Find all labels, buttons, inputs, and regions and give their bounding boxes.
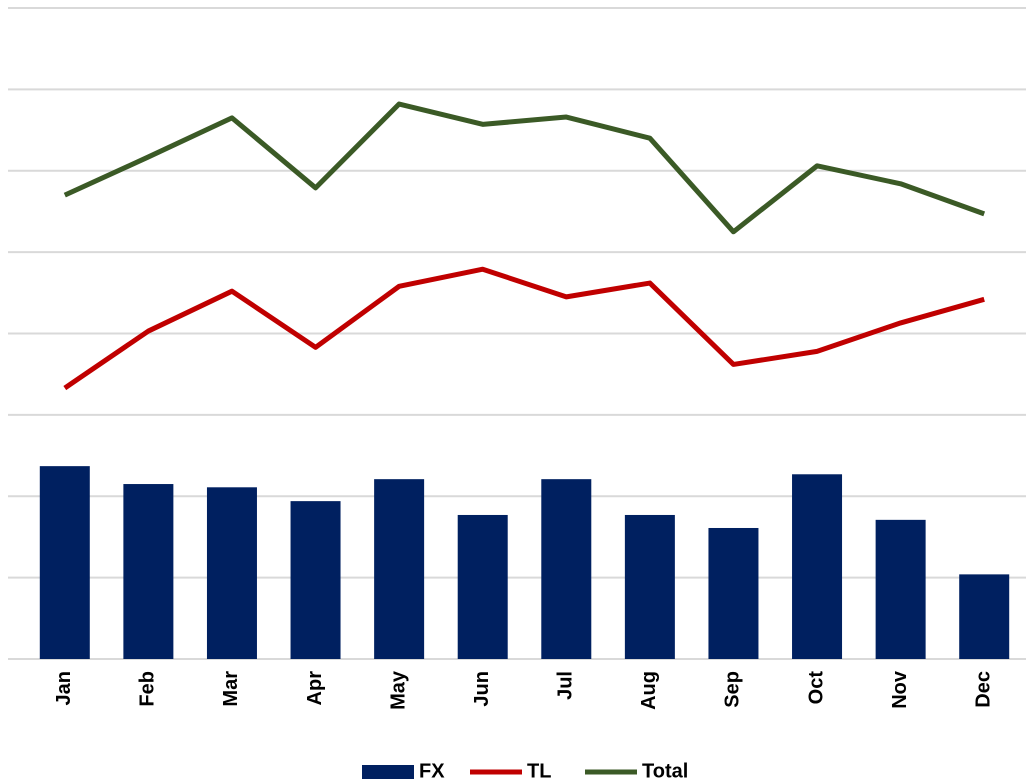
- bar: [792, 474, 843, 659]
- x-tick-label: May: [387, 670, 409, 710]
- bar: [374, 479, 425, 659]
- x-tick-label: Jun: [471, 671, 493, 707]
- legend-label: TL: [527, 760, 551, 782]
- bar: [708, 527, 759, 659]
- x-tick-label: Aug: [638, 671, 660, 710]
- legend-label: Total: [642, 760, 688, 782]
- x-tick-label: Sep: [722, 671, 744, 708]
- line: [63, 101, 986, 235]
- x-tick-label: Oct: [805, 671, 827, 705]
- bar: [290, 501, 341, 659]
- legend-swatch: [362, 765, 414, 779]
- line: [63, 266, 985, 391]
- bar: [624, 514, 675, 659]
- x-tick-label: Apr: [304, 671, 326, 706]
- bar: [541, 479, 592, 659]
- legend-label: FX: [419, 760, 445, 782]
- bar: [39, 466, 90, 659]
- x-tick-label: Mar: [220, 671, 242, 707]
- bar: [959, 574, 1010, 659]
- x-tick-label: Dec: [972, 671, 994, 708]
- x-tick-label: Feb: [137, 671, 159, 707]
- x-tick-label: Nov: [889, 670, 911, 709]
- x-tick-label: Jul: [555, 671, 577, 700]
- bar: [457, 514, 508, 659]
- bar: [875, 519, 926, 659]
- bar: [123, 484, 174, 659]
- x-tick-label: Jan: [53, 671, 75, 705]
- bar: [206, 487, 257, 659]
